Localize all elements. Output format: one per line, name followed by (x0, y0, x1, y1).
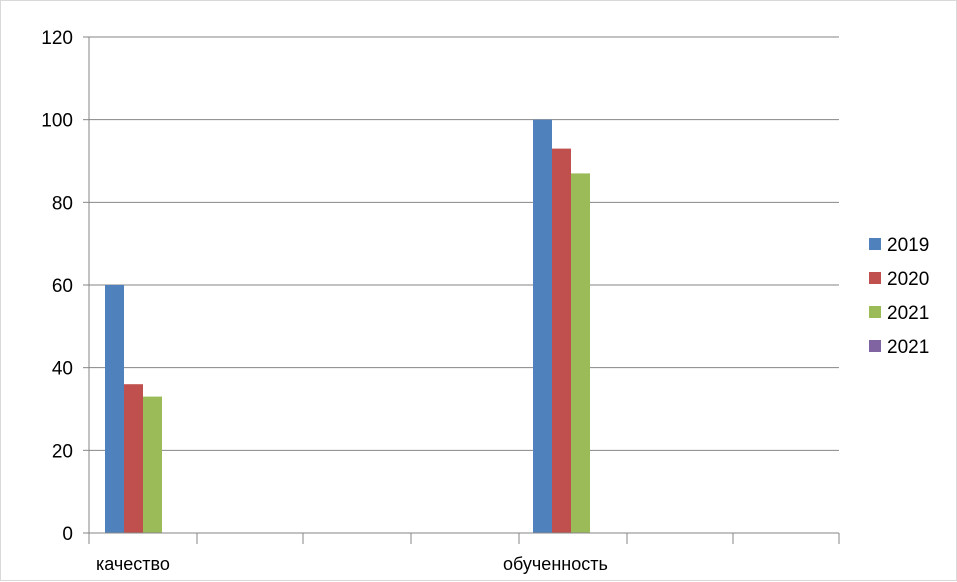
axes (83, 36, 840, 544)
x-category-label: качество (96, 554, 170, 574)
bar-качество-2019 (105, 285, 124, 533)
legend-label: 2019 (887, 235, 929, 256)
bar-обученность-2019 (533, 119, 552, 534)
bar-качество-2020 (124, 384, 143, 533)
y-tick-label: 80 (52, 193, 73, 214)
legend: 2019 2020 2021 2021 (869, 235, 929, 358)
legend-swatch (869, 340, 881, 352)
bar-обученность-2021 (571, 173, 590, 533)
x-axis-category-labels: качество обученность (96, 554, 608, 574)
y-tick-label: 40 (52, 359, 73, 380)
gridlines (89, 36, 839, 451)
legend-label: 2020 (887, 269, 929, 290)
legend-swatch (869, 238, 881, 250)
legend-swatch (869, 306, 881, 318)
y-tick-label: 100 (41, 111, 73, 132)
legend-swatch (869, 272, 881, 284)
y-tick-label: 20 (52, 441, 73, 462)
y-tick-label: 0 (62, 524, 73, 545)
y-axis-tick-labels: 0 20 40 60 80 100 120 (41, 28, 73, 545)
y-tick-label: 120 (41, 28, 73, 49)
bars (105, 119, 590, 534)
bar-качество-2021 (143, 396, 162, 533)
x-category-label: обученность (503, 554, 608, 574)
legend-label: 2021 (887, 337, 929, 358)
bar-обученность-2020 (552, 148, 571, 533)
y-tick-label: 60 (52, 276, 73, 297)
legend-label: 2021 (887, 303, 929, 324)
